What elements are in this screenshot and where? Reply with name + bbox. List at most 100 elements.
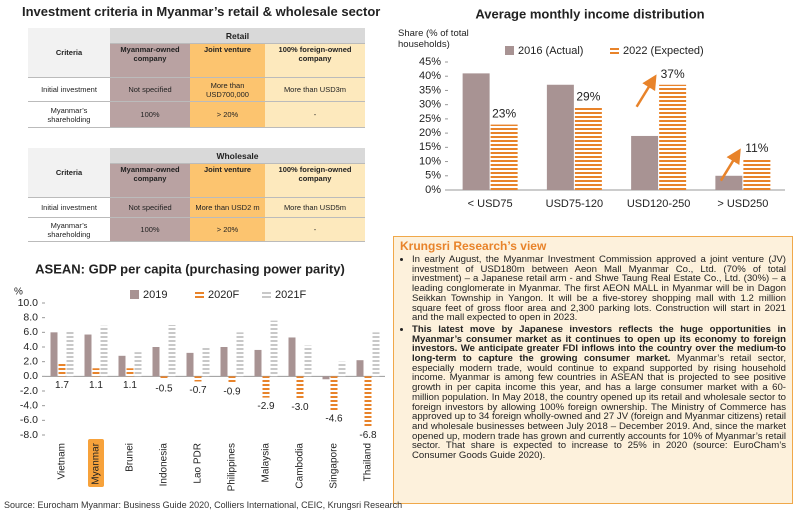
y-tick-label: 20% xyxy=(419,127,441,139)
bar xyxy=(84,334,92,377)
y-tick-label: 5% xyxy=(425,170,441,182)
x-tick-label: Brunei xyxy=(125,443,136,472)
view-box: Krungsri Research’s view In early August… xyxy=(393,236,793,504)
header-cell: Criteria xyxy=(28,28,110,78)
x-tick-label: Myanmar xyxy=(91,442,102,484)
cell: - xyxy=(265,101,365,128)
value-label: 23% xyxy=(492,107,516,121)
cell: Myanmar’s shareholding xyxy=(28,101,110,128)
bar xyxy=(304,345,312,377)
legend-label: 2021F xyxy=(275,289,306,301)
y-tick-label: 25% xyxy=(419,113,441,125)
x-tick-label: Indonesia xyxy=(159,443,170,487)
bar xyxy=(50,332,58,377)
bar xyxy=(236,332,244,377)
bar xyxy=(743,158,771,190)
cell: 100% xyxy=(110,101,190,128)
bar xyxy=(322,376,330,380)
bar xyxy=(160,376,168,380)
value-label: 1.7 xyxy=(55,380,69,391)
chart-title: ASEAN: GDP per capita (purchasing power … xyxy=(35,261,345,276)
x-tick-label: < USD75 xyxy=(468,198,513,210)
y-tick-label: 2.0 xyxy=(23,355,38,367)
y-axis-label: Share (% of total households) xyxy=(398,28,469,50)
x-tick-label: Singapore xyxy=(329,443,340,489)
view-title: Krungsri Research’s view xyxy=(400,239,547,253)
value-label: 1.1 xyxy=(123,380,137,391)
y-tick-label: 35% xyxy=(419,84,441,96)
x-tick-label: Malaysia xyxy=(261,443,272,483)
value-label: 37% xyxy=(661,67,685,81)
bullet: In early August, the Myanmar Investment … xyxy=(412,255,786,323)
view-list: In early August, the Myanmar Investment … xyxy=(400,255,786,461)
legend-label: 2020F xyxy=(208,289,239,301)
value-label: -3.0 xyxy=(291,402,309,413)
y-tick-label: -6.0 xyxy=(20,414,38,426)
trend-arrow xyxy=(719,148,741,182)
bar xyxy=(152,347,160,377)
bullet: This latest move by Japanese investors r… xyxy=(412,325,786,461)
y-tick-label: 4.0 xyxy=(23,341,38,353)
header-cell: Myanmar-owned company xyxy=(110,163,190,198)
legend-swatch xyxy=(262,290,271,299)
y-axis-label: % xyxy=(14,287,23,298)
bar xyxy=(715,175,743,190)
page-title: Investment criteria in Myanmar’s retail … xyxy=(22,4,381,19)
cell: - xyxy=(265,217,365,242)
value-label: -0.7 xyxy=(189,385,207,396)
bar xyxy=(574,107,602,190)
bar xyxy=(372,332,380,377)
header-cell: 100% foreign-owned company xyxy=(265,43,365,78)
legend-swatch xyxy=(610,46,619,55)
legend-label: 2016 (Actual) xyxy=(518,45,583,57)
group-header: Wholesale xyxy=(110,148,365,164)
y-tick-label: -2.0 xyxy=(20,385,38,397)
legend-swatch xyxy=(130,290,139,299)
legend-label: 2022 (Expected) xyxy=(623,45,704,57)
y-tick-label: 30% xyxy=(419,99,441,111)
y-tick-label: 10.0 xyxy=(18,297,39,309)
header-cell: Joint venture xyxy=(190,43,265,78)
y-tick-label: 0% xyxy=(425,184,441,196)
cell: > 20% xyxy=(190,217,265,242)
source: Source: Eurocham Myanmar: Business Guide… xyxy=(4,500,403,510)
y-tick-label: -4.0 xyxy=(20,399,38,411)
x-tick-label: USD120-250 xyxy=(627,198,691,210)
legend-swatch xyxy=(195,290,204,299)
bullet-text: Myanmar’s retail sector, especially mode… xyxy=(412,353,786,462)
bar xyxy=(631,135,659,190)
cell: Initial investment xyxy=(28,197,110,218)
value-label: -6.8 xyxy=(359,430,377,441)
x-tick-label: Vietnam xyxy=(57,443,68,480)
x-tick-label: Philippines xyxy=(227,443,238,491)
bullet-text: In early August, the Myanmar Investment … xyxy=(412,254,786,324)
x-tick-label: Thailand xyxy=(363,443,374,481)
group-header: Retail xyxy=(110,28,365,44)
y-tick-label: 6.0 xyxy=(23,326,38,338)
x-tick-label: > USD250 xyxy=(717,198,768,210)
y-tick-label: 10% xyxy=(419,155,441,167)
cell: > 20% xyxy=(190,101,265,128)
legend-label: 2019 xyxy=(143,289,167,301)
bar xyxy=(58,363,66,377)
y-tick-label: 8.0 xyxy=(23,311,38,323)
y-tick-label: 45% xyxy=(419,56,441,68)
y-tick-label: -8.0 xyxy=(20,429,38,441)
value-label: 1.1 xyxy=(89,380,103,391)
y-tick-label: 40% xyxy=(419,70,441,82)
value-label: -0.9 xyxy=(223,387,241,398)
x-tick-label: Cambodia xyxy=(295,443,306,489)
cell: Initial investment xyxy=(28,77,110,102)
cell: Myanmar’s shareholding xyxy=(28,217,110,242)
category-highlight xyxy=(88,439,104,487)
bar xyxy=(66,331,74,377)
legend-swatch xyxy=(505,46,514,55)
value-label: 29% xyxy=(576,90,600,104)
bar xyxy=(659,84,687,190)
bar xyxy=(92,368,100,377)
header-cell: Criteria xyxy=(28,148,110,198)
bar xyxy=(168,325,176,377)
retail-table: Criteria Retail Myanmar-owned company Joi… xyxy=(28,28,365,128)
